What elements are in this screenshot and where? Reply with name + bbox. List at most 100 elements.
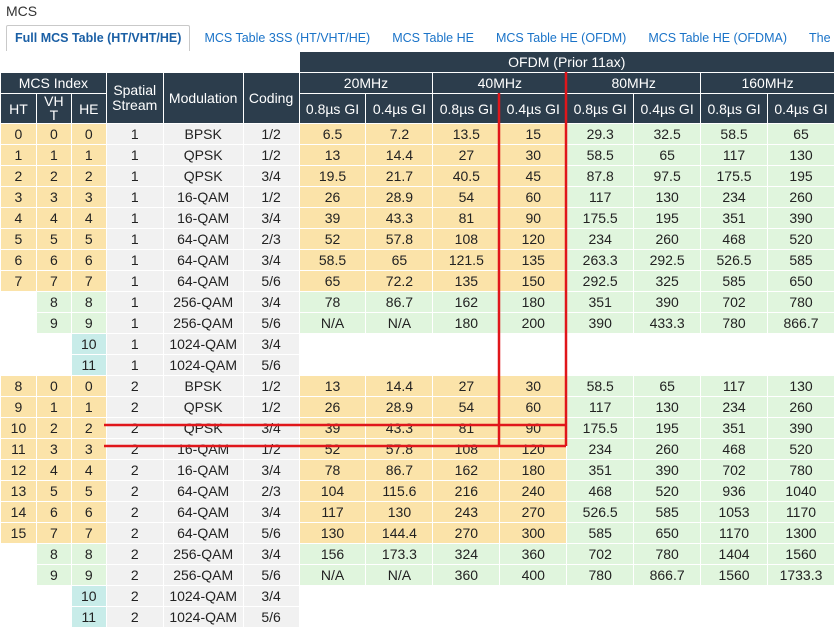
cell-he: 3 xyxy=(70,438,107,460)
header-gi-160-08: 0.8µs GI xyxy=(700,93,768,124)
cell-r80-08: 263.3 xyxy=(566,249,635,271)
cell-r20-08: 39 xyxy=(298,417,367,439)
header-spatial-stream: Spatial Stream xyxy=(105,72,164,124)
cell-mod: 16-QAM xyxy=(162,459,244,481)
cell-vht: 1 xyxy=(35,396,72,418)
tab-full-mcs-table[interactable]: Full MCS Table (HT/VHT/HE) xyxy=(6,25,191,52)
cell-r40-08: 162 xyxy=(432,459,501,481)
cell-ss: 2 xyxy=(105,459,164,481)
header-gi-40-04: 0.4µs GI xyxy=(499,93,568,124)
cell-r80-04: 130 xyxy=(633,396,702,418)
cell-r80-04: 292.5 xyxy=(633,249,702,271)
cell-r160-04: 390 xyxy=(767,207,835,229)
cell-r160-04: 780 xyxy=(767,291,835,313)
cell-ss: 1 xyxy=(105,291,164,313)
cell-vht xyxy=(35,585,72,607)
cell-r20-08: 13 xyxy=(298,144,367,166)
cell-ss: 1 xyxy=(105,270,164,292)
cell-r160-04: 650 xyxy=(767,270,835,292)
cell-mod: 16-QAM xyxy=(162,207,244,229)
tab-mcs-table-he-ofdma[interactable]: MCS Table HE (OFDMA) xyxy=(648,31,787,45)
cell-mod: 64-QAM xyxy=(162,480,244,502)
cell-he: 3 xyxy=(70,186,107,208)
cell-ht: 2 xyxy=(0,165,37,187)
cell-he: 6 xyxy=(70,249,107,271)
cell-r20-04: 86.7 xyxy=(365,291,434,313)
tab-mcs-table-he-ofdm[interactable]: MCS Table HE (OFDM) xyxy=(495,31,627,45)
cell-r160-04: 130 xyxy=(767,375,835,397)
cell-r80-08 xyxy=(566,585,635,607)
cell-r40-04: 30 xyxy=(499,375,568,397)
cell-coding: 5/6 xyxy=(242,312,300,334)
table-row: 5 5 5 1 64-QAM 2/3 52 57.8 108 120 234 260 468 520 xyxy=(0,228,835,250)
cell-coding: 5/6 xyxy=(242,270,300,292)
cell-vht: 7 xyxy=(35,270,72,292)
cell-r160-08: 351 xyxy=(700,207,768,229)
cell-r20-08 xyxy=(298,333,367,355)
cell-coding: 3/4 xyxy=(242,249,300,271)
cell-r40-08: 54 xyxy=(432,396,501,418)
cell-r80-08: 702 xyxy=(566,543,635,565)
header-mcs-index: MCS Index xyxy=(0,72,107,94)
cell-r40-08: 121.5 xyxy=(432,249,501,271)
cell-r20-08: 13 xyxy=(298,375,367,397)
table-row: 12 4 4 2 16-QAM 3/4 78 86.7 162 180 351 390 702 780 xyxy=(0,459,835,481)
cell-r80-08: 117 xyxy=(566,396,635,418)
cell-r40-08: 360 xyxy=(432,564,501,586)
tab-the-math[interactable]: The Math xyxy=(809,31,835,45)
cell-coding: 3/4 xyxy=(242,501,300,523)
cell-r20-08: 19.5 xyxy=(298,165,367,187)
cell-ht: 1 xyxy=(0,144,37,166)
cell-r80-08: 234 xyxy=(566,438,635,460)
cell-r160-08: 702 xyxy=(700,291,768,313)
header-bw-40mhz: 40MHz xyxy=(432,72,568,94)
cell-r20-04: N/A xyxy=(365,564,434,586)
cell-r40-08: 162 xyxy=(432,291,501,313)
cell-r160-04 xyxy=(767,354,835,376)
cell-he: 9 xyxy=(70,564,107,586)
cell-r20-04 xyxy=(365,333,434,355)
cell-r40-04 xyxy=(499,354,568,376)
cell-ht: 3 xyxy=(0,186,37,208)
table-row: 2 2 2 1 QPSK 3/4 19.5 21.7 40.5 45 87.8 97.5 175.5 19… xyxy=(0,165,835,187)
cell-ht: 12 xyxy=(0,459,37,481)
cell-r40-08: 108 xyxy=(432,228,501,250)
cell-he: 4 xyxy=(70,459,107,481)
cell-r160-08: 702 xyxy=(700,459,768,481)
cell-ss: 2 xyxy=(105,585,164,607)
cell-he: 7 xyxy=(70,522,107,544)
cell-vht: 6 xyxy=(35,501,72,523)
cell-he: 10 xyxy=(70,585,107,607)
cell-coding: 3/4 xyxy=(242,207,300,229)
tab-mcs-table-3ss[interactable]: MCS Table 3SS (HT/VHT/HE) xyxy=(204,31,371,45)
cell-ss: 2 xyxy=(105,396,164,418)
cell-r80-08 xyxy=(566,354,635,376)
cell-ss: 1 xyxy=(105,228,164,250)
cell-ht: 5 xyxy=(0,228,37,250)
cell-r80-04: 390 xyxy=(633,291,702,313)
cell-r20-08: 117 xyxy=(298,501,367,523)
cell-ss: 2 xyxy=(105,564,164,586)
cell-ht: 15 xyxy=(0,522,37,544)
cell-r40-04: 15 xyxy=(499,123,568,145)
cell-vht xyxy=(35,333,72,355)
cell-r20-04: 43.3 xyxy=(365,417,434,439)
cell-r160-04 xyxy=(767,585,835,607)
table-row: 11 3 3 2 16-QAM 1/2 52 57.8 108 120 234 260 468 520 xyxy=(0,438,835,460)
header-vht-text: VHT xyxy=(44,93,64,123)
header-he: HE xyxy=(70,93,107,124)
cell-ht xyxy=(0,354,37,376)
cell-r80-08: 526.5 xyxy=(566,501,635,523)
cell-r160-04: 65 xyxy=(767,123,835,145)
cell-r160-08: 1560 xyxy=(700,564,768,586)
cell-r20-04: 14.4 xyxy=(365,144,434,166)
cell-r20-04: 7.2 xyxy=(365,123,434,145)
table-row: 8 8 1 256-QAM 3/4 78 86.7 162 180 351 390 702 780 xyxy=(0,291,835,313)
tab-mcs-table-he[interactable]: MCS Table HE xyxy=(392,31,474,45)
header-bw-80mhz: 80MHz xyxy=(566,72,702,94)
cell-r80-04: 32.5 xyxy=(633,123,702,145)
cell-coding: 5/6 xyxy=(242,606,300,628)
cell-ss: 2 xyxy=(105,438,164,460)
cell-mod: QPSK xyxy=(162,417,244,439)
cell-r160-04: 1733.3 xyxy=(767,564,835,586)
